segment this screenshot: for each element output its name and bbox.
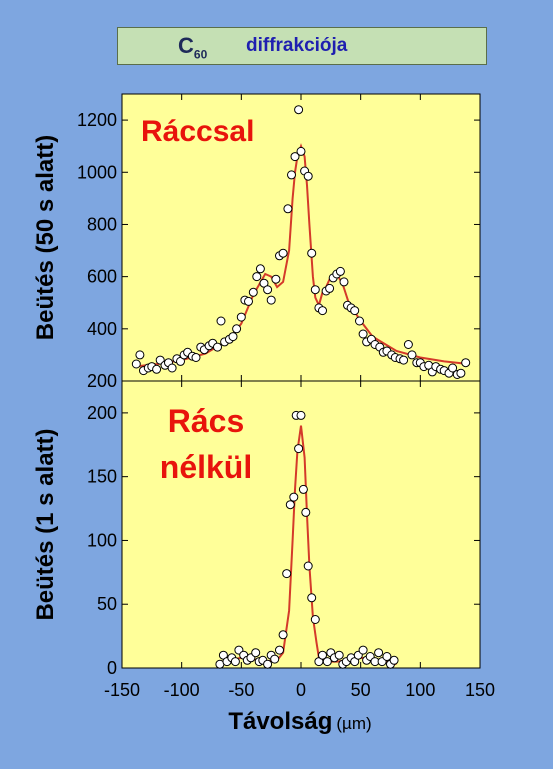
top-data-point bbox=[131, 359, 141, 369]
top-y-tick-label: 1200 bbox=[77, 110, 117, 130]
top-data-point bbox=[191, 353, 201, 362]
top-y-tick-label: 1000 bbox=[77, 162, 117, 182]
top-data-point bbox=[266, 295, 276, 305]
top-data-point bbox=[167, 363, 177, 373]
top-annotation: Ráccsal bbox=[141, 115, 254, 148]
bottom-data-point bbox=[251, 648, 261, 658]
bottom-data-point bbox=[301, 507, 311, 517]
top-data-point bbox=[310, 285, 320, 295]
bottom-annotation-line1: Rács bbox=[168, 403, 245, 439]
top-data-point bbox=[263, 285, 273, 295]
bottom-y-tick-label: 200 bbox=[87, 403, 117, 423]
top-data-point bbox=[232, 324, 242, 334]
top-data-point bbox=[213, 342, 222, 352]
bottom-y-tick-label: 100 bbox=[87, 530, 117, 550]
bottom-data-point bbox=[296, 410, 306, 420]
title-formula: C60 bbox=[178, 33, 207, 61]
x-tick-label: -100 bbox=[164, 680, 200, 700]
top-data-point bbox=[290, 152, 300, 162]
bottom-data-point bbox=[318, 650, 327, 660]
top-y-tick-label: 200 bbox=[87, 371, 117, 391]
top-data-point bbox=[339, 277, 349, 287]
x-tick-label: 0 bbox=[296, 680, 306, 700]
top-data-point bbox=[358, 329, 368, 339]
bottom-data-point bbox=[374, 648, 384, 658]
bottom-data-point bbox=[382, 652, 392, 661]
top-data-point bbox=[152, 364, 162, 374]
top-data-point bbox=[307, 248, 317, 258]
title-text: diffrakciója bbox=[246, 35, 348, 56]
top-data-point bbox=[228, 332, 238, 342]
bottom-data-point bbox=[275, 645, 284, 655]
title-box: C60 diffrakciója bbox=[117, 27, 487, 65]
x-tick-label: -50 bbox=[228, 680, 254, 700]
bottom-data-point bbox=[334, 650, 344, 660]
top-data-point bbox=[135, 350, 145, 360]
top-data-point bbox=[252, 272, 262, 282]
bottom-data-point bbox=[310, 615, 320, 624]
bottom-data-point bbox=[294, 444, 304, 454]
bottom-y-axis-label: Beütés (1 s alatt) bbox=[32, 428, 59, 620]
bottom-data-point bbox=[270, 654, 280, 664]
top-data-point bbox=[350, 306, 360, 316]
bottom-data-point bbox=[230, 657, 240, 667]
top-data-point bbox=[461, 358, 471, 368]
bottom-data-point bbox=[307, 593, 317, 603]
x-tick-label: 150 bbox=[465, 680, 495, 700]
x-tick-label: -150 bbox=[104, 680, 140, 700]
top-data-point bbox=[399, 355, 409, 365]
top-y-tick-label: 600 bbox=[87, 267, 117, 287]
top-data-point bbox=[283, 204, 293, 214]
bottom-data-point bbox=[389, 655, 399, 665]
bottom-data-point bbox=[322, 657, 332, 667]
bottom-data-point bbox=[278, 630, 288, 640]
bottom-data-point bbox=[282, 569, 292, 579]
top-data-point bbox=[296, 146, 306, 156]
top-data-point bbox=[248, 287, 258, 297]
top-data-point bbox=[318, 306, 327, 316]
bottom-y-tick-label: 0 bbox=[107, 658, 117, 678]
top-data-point bbox=[403, 340, 413, 349]
top-data-point bbox=[448, 363, 458, 373]
top-data-point bbox=[287, 170, 296, 180]
bottom-data-point bbox=[289, 492, 299, 502]
top-y-tick-label: 400 bbox=[87, 319, 117, 339]
bottom-data-point bbox=[263, 659, 273, 669]
bottom-data-point bbox=[358, 645, 368, 655]
top-data-point bbox=[236, 312, 246, 322]
top-data-point bbox=[294, 105, 304, 115]
x-tick-label: 50 bbox=[351, 680, 371, 700]
top-data-point bbox=[456, 368, 466, 378]
top-plot-area bbox=[121, 93, 481, 382]
top-data-point bbox=[407, 350, 417, 360]
bottom-annotation-line2: nélkül bbox=[160, 449, 252, 485]
title-formula-letter: C bbox=[178, 33, 194, 58]
x-axis-label-text: Távolság bbox=[228, 708, 332, 735]
top-data-point bbox=[271, 274, 281, 284]
bottom-y-tick-label: 50 bbox=[97, 594, 117, 614]
x-axis-label-unit: (µm) bbox=[336, 714, 371, 733]
bottom-data-point bbox=[285, 500, 295, 510]
top-data-point bbox=[255, 264, 265, 274]
top-data-point bbox=[244, 296, 253, 306]
bottom-data-point bbox=[303, 561, 313, 571]
top-data-point bbox=[355, 316, 364, 326]
top-data-point bbox=[216, 316, 226, 326]
top-y-axis-label: Beütés (50 s alatt) bbox=[32, 135, 59, 340]
x-tick-label: 100 bbox=[405, 680, 435, 700]
title-formula-subscript: 60 bbox=[193, 47, 208, 62]
top-data-point bbox=[335, 266, 345, 276]
bottom-y-tick-label: 150 bbox=[87, 467, 117, 487]
bottom-data-point bbox=[298, 484, 308, 494]
x-axis-label: Távolság (µm) bbox=[228, 708, 371, 735]
top-data-point bbox=[303, 171, 313, 181]
top-data-point bbox=[325, 283, 335, 293]
top-data-point bbox=[278, 248, 288, 258]
top-y-tick-label: 800 bbox=[87, 214, 117, 234]
